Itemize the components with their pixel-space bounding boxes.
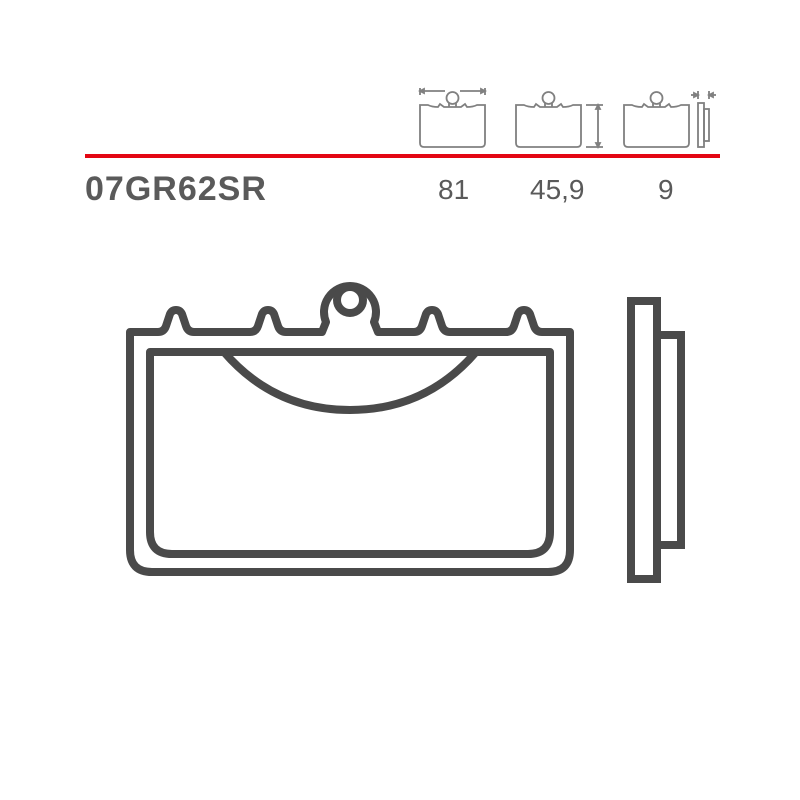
separator-line xyxy=(85,154,720,158)
width-value: 81 xyxy=(438,174,469,206)
width-dimension-icon xyxy=(405,85,500,150)
brake-pad-front-view xyxy=(120,270,580,595)
thickness-value: 9 xyxy=(658,174,674,206)
height-value: 45,9 xyxy=(530,174,585,206)
product-data-row: 07GR62SR 81 45,9 9 xyxy=(85,170,720,209)
height-dimension-icon xyxy=(508,85,608,150)
brake-pad-side-view xyxy=(625,295,695,600)
thickness-dimension-icon xyxy=(616,85,731,150)
part-number: 07GR62SR xyxy=(85,170,267,209)
dimension-icons-row xyxy=(405,85,731,150)
